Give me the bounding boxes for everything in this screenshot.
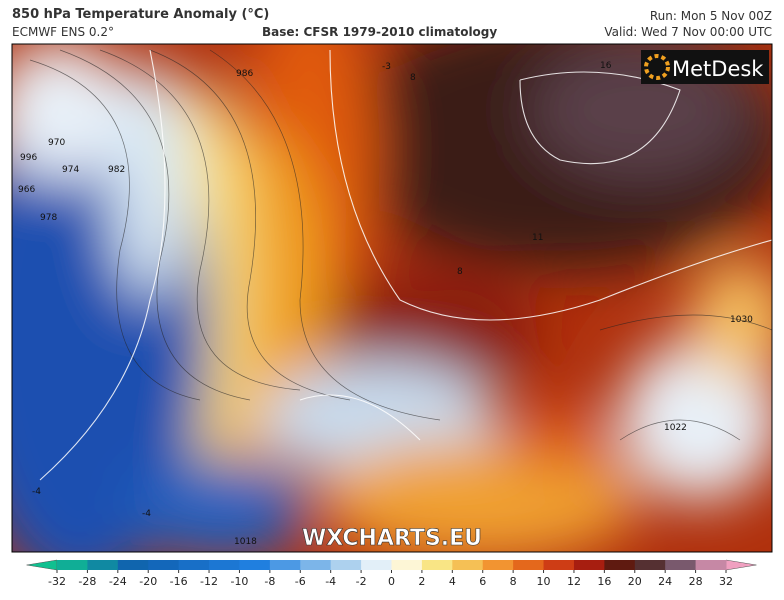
colorbar-segment [87, 560, 119, 570]
colorbar-tick-label: -6 [295, 575, 306, 588]
logo: MetDesk [672, 57, 764, 81]
valid: Valid: Wed 7 Nov 00:00 UTC [604, 25, 772, 39]
colorbar-tick-label: 32 [719, 575, 733, 588]
colorbar-tick-label: 4 [449, 575, 456, 588]
contour-label: 966 [18, 185, 35, 195]
colorbar-segment [209, 560, 240, 570]
colorbar-tick-label: 28 [689, 575, 703, 588]
contour-label: 986 [236, 69, 253, 79]
colorbar-segment [361, 560, 392, 570]
colorbar-tick-label: -32 [48, 575, 66, 588]
colorbar-tick-label: -2 [356, 575, 367, 588]
colorbar-tick-label: -28 [78, 575, 96, 588]
colorbar-tick-label: -12 [200, 575, 218, 588]
contour-label: 1030 [730, 315, 753, 325]
contour-label: 978 [40, 213, 57, 223]
contour-label: -3 [382, 62, 391, 72]
colorbar-end [725, 559, 757, 571]
contour-label: 11 [532, 233, 543, 243]
map-frame [11, 43, 773, 553]
colorbar-segment [117, 560, 149, 570]
contour-label: 982 [108, 165, 125, 175]
colorbar-tick-label: -4 [325, 575, 336, 588]
colorbar-tick-label: 12 [567, 575, 581, 588]
contour-label: 1022 [664, 423, 687, 433]
contour-label: 8 [457, 267, 463, 277]
contour-label: 1018 [234, 537, 257, 547]
contour-label: 996 [20, 153, 37, 163]
colorbar-segment [604, 560, 636, 570]
colorbar-segment [57, 560, 88, 570]
colorbar-tick-label: -8 [264, 575, 275, 588]
colorbar-segment [421, 560, 453, 570]
colorbar-end [26, 559, 58, 571]
colorbar-segment [269, 560, 301, 570]
model: ECMWF ENS 0.2° [12, 25, 114, 39]
colorbar-tick-label: -10 [230, 575, 248, 588]
colorbar: -32 -28 -24 -20 -16 -12 -10 -8 -6 -4 -2 0 2 4 6 8 10 12 16… [26, 559, 757, 588]
contour-label: -4 [142, 509, 151, 519]
colorbar-segment [573, 560, 605, 570]
colorbar-segment [452, 560, 484, 570]
contour-label: 970 [48, 138, 65, 148]
watermark: WXCHARTS.EU [302, 526, 482, 551]
colorbar-segment [300, 560, 332, 570]
colorbar-segment [391, 560, 423, 570]
colorbar-tick-label: 10 [537, 575, 551, 588]
colorbar-segment [239, 560, 271, 570]
run: Run: Mon 5 Nov 00Z [650, 9, 772, 23]
colorbar-tick-label: -20 [139, 575, 157, 588]
colorbar-tick-label: 24 [658, 575, 672, 588]
colorbar-tick-label: -24 [109, 575, 127, 588]
colorbar-tick-label: 0 [388, 575, 395, 588]
colorbar-segment [665, 560, 697, 570]
colorbar-segment [178, 560, 210, 570]
colorbar-tick-label: 16 [597, 575, 611, 588]
colorbar-tick-label: 2 [418, 575, 425, 588]
colorbar-tick-label: 20 [628, 575, 642, 588]
title: 850 hPa Temperature Anomaly (°C) [12, 7, 269, 22]
colorbar-segment [695, 560, 727, 570]
colorbar-segment [513, 560, 545, 570]
contour-label: -4 [32, 487, 41, 497]
contour-label: 8 [410, 73, 416, 83]
colorbar-segment [482, 560, 514, 570]
colorbar-tick-label: -16 [170, 575, 188, 588]
colorbar-segment [634, 560, 666, 570]
colorbar-tick-label: 6 [479, 575, 486, 588]
colorbar-segment [148, 560, 180, 570]
contour-label: 974 [62, 165, 79, 175]
colorbar-segment [330, 560, 362, 570]
colorbar-tick-label: 8 [510, 575, 517, 588]
colorbar-segment [543, 560, 575, 570]
base: Base: CFSR 1979-2010 climatology [262, 25, 497, 39]
contour-label: 16 [600, 61, 612, 71]
